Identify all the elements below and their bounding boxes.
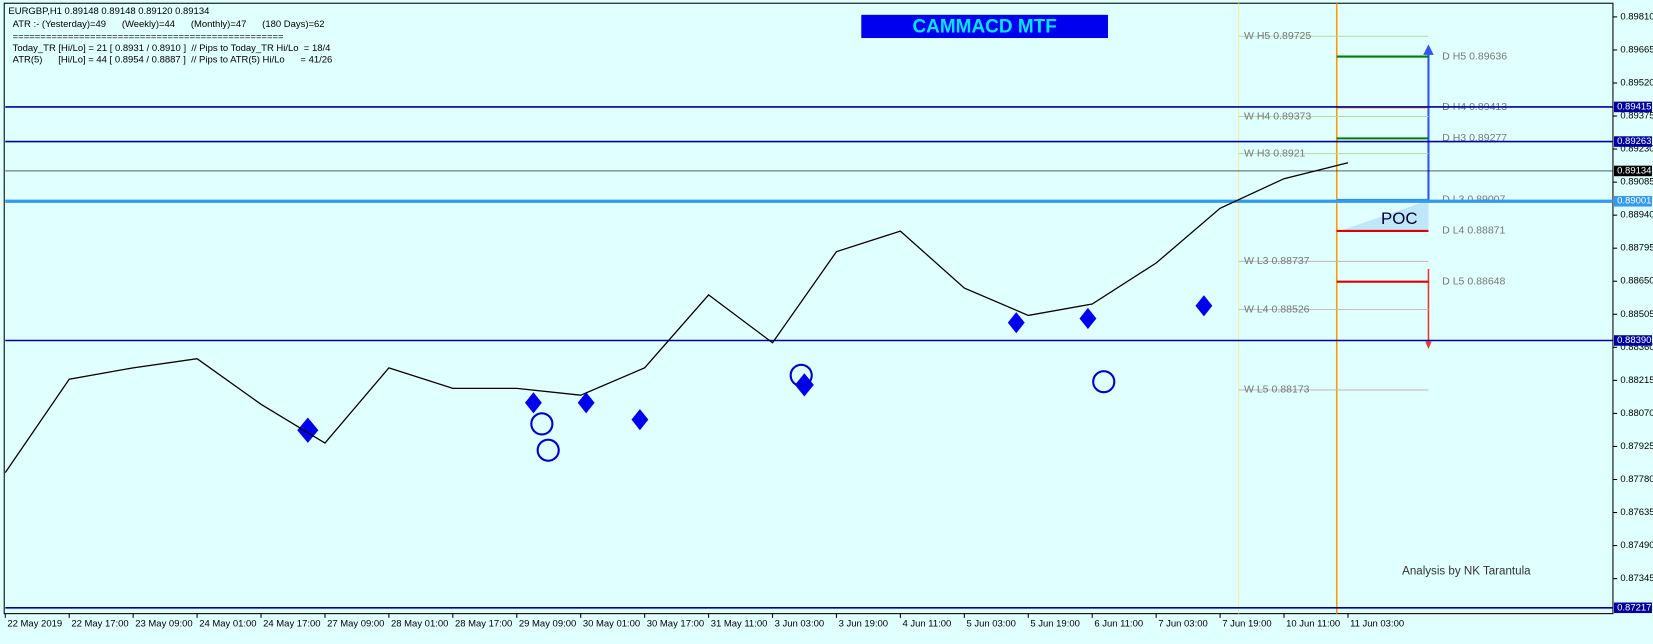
up-arrow-head xyxy=(1423,44,1434,55)
level-box xyxy=(1613,136,1652,147)
weekly-pivot-label: W L4 0.88526 xyxy=(1244,303,1310,315)
x-tick-label: 30 May 17:00 xyxy=(647,619,704,630)
x-tick-label: 27 May 09:00 xyxy=(327,619,384,630)
atr5-line: ATR(5) [Hi/Lo] = 44 [ 0.8954 / 0.8887 ] … xyxy=(13,55,333,66)
price-line xyxy=(4,162,1349,474)
level-box xyxy=(1613,165,1652,177)
x-tick-label: 30 May 01:00 xyxy=(583,619,640,630)
x-tick-label: 5 Jun 19:00 xyxy=(1030,619,1080,630)
daily-pivot-label: D L3 0.89007 xyxy=(1442,194,1505,206)
level-label: 0.89415 xyxy=(1617,101,1651,112)
x-tick-label: 3 Jun 03:00 xyxy=(775,619,825,630)
daily-pivot-label: D H5 0.89636 xyxy=(1442,50,1507,62)
x-tick-label: 23 May 09:00 xyxy=(135,619,192,630)
y-tick-label: 0.88215 xyxy=(1620,375,1653,386)
level-label: 0.89263 xyxy=(1617,136,1651,147)
weekly-pivot-label: W H5 0.89725 xyxy=(1244,30,1311,42)
symbol-line: EURGBP,H1 0.89148 0.89148 0.89120 0.8913… xyxy=(8,6,209,17)
x-tick-label: 7 Jun 19:00 xyxy=(1222,619,1272,630)
y-tick-label: 0.88070 xyxy=(1620,408,1653,419)
x-tick-label: 28 May 17:00 xyxy=(455,619,512,630)
x-tick-label: 29 May 09:00 xyxy=(519,619,576,630)
x-tick-label: 5 Jun 03:00 xyxy=(966,619,1016,630)
x-tick-label: 24 May 01:00 xyxy=(199,619,256,630)
level-box xyxy=(1613,602,1652,614)
atr-line: ATR :- (Yesterday)=49 (Weekly)=44 (Month… xyxy=(13,19,325,30)
level-box xyxy=(1613,101,1652,113)
y-tick-label: 0.88505 xyxy=(1620,309,1653,320)
x-tick-label: 22 May 17:00 xyxy=(71,619,128,630)
x-tick-label: 6 Jun 11:00 xyxy=(1094,619,1143,630)
poc-zone xyxy=(1336,200,1429,233)
y-tick-label: 0.89085 xyxy=(1620,177,1653,188)
x-tick-label: 24 May 17:00 xyxy=(263,619,320,630)
x-tick-label: 11 Jun 03:00 xyxy=(1350,619,1404,630)
x-tick-label: 10 Jun 11:00 xyxy=(1286,619,1340,630)
down-arrow-head xyxy=(1425,341,1432,350)
y-tick-label: 0.87490 xyxy=(1620,540,1653,551)
y-tick-label: 0.89375 xyxy=(1620,111,1653,122)
weekly-pivot-label: W H4 0.89373 xyxy=(1244,110,1311,122)
y-tick-label: 0.87780 xyxy=(1620,474,1653,485)
title-box xyxy=(861,14,1108,39)
y-tick-label: 0.88795 xyxy=(1620,243,1653,254)
y-tick-label: 0.87925 xyxy=(1620,441,1653,452)
x-tick-label: 31 May 11:00 xyxy=(711,619,768,630)
x-tick-label: 3 Jun 19:00 xyxy=(839,619,889,630)
y-tick-label: 0.89520 xyxy=(1620,77,1653,88)
level-box xyxy=(1613,195,1652,207)
circle-markers xyxy=(530,363,1116,462)
weekly-pivot-label: W L3 0.88737 xyxy=(1244,255,1310,267)
x-tick-label: 7 Jun 03:00 xyxy=(1158,619,1208,630)
plot-frame xyxy=(3,2,1614,615)
today-line: Today_TR [Hi/Lo] = 21 [ 0.8931 / 0.8910 … xyxy=(13,43,331,54)
level-label: 0.87217 xyxy=(1617,602,1651,613)
chart-title: CAMMACD MTF xyxy=(912,16,1056,37)
y-tick-label: 0.89810 xyxy=(1620,11,1653,22)
weekly-pivot-label: W H3 0.8921 xyxy=(1244,147,1306,159)
y-tick-label: 0.88360 xyxy=(1620,342,1653,353)
level-label: 0.89134 xyxy=(1617,165,1651,176)
y-tick-label: 0.88650 xyxy=(1620,276,1653,287)
level-label: 0.89001 xyxy=(1617,196,1651,207)
level-box xyxy=(1613,335,1652,346)
daily-pivot-label: D L5 0.88648 xyxy=(1442,275,1505,287)
separator: ========================================… xyxy=(13,31,284,42)
daily-pivot-label: D H3 0.89277 xyxy=(1442,132,1507,144)
daily-pivot-label: D L4 0.88871 xyxy=(1442,225,1505,237)
x-tick-label: 22 May 2019 xyxy=(7,619,62,630)
y-tick-label: 0.88940 xyxy=(1620,210,1653,221)
weekly-pivot-label: W L5 0.88173 xyxy=(1244,384,1310,396)
poc-label: POC xyxy=(1381,209,1418,228)
x-tick-label: 4 Jun 11:00 xyxy=(903,619,952,630)
y-tick-label: 0.87345 xyxy=(1620,573,1653,584)
y-tick-label: 0.89665 xyxy=(1620,44,1653,55)
y-tick-label: 0.87635 xyxy=(1620,507,1653,518)
x-tick-label: 28 May 01:00 xyxy=(391,619,448,630)
level-label: 0.88390 xyxy=(1617,335,1651,346)
credit: Analysis by NK Tarantula xyxy=(1402,566,1531,578)
y-tick-label: 0.89230 xyxy=(1620,144,1653,155)
